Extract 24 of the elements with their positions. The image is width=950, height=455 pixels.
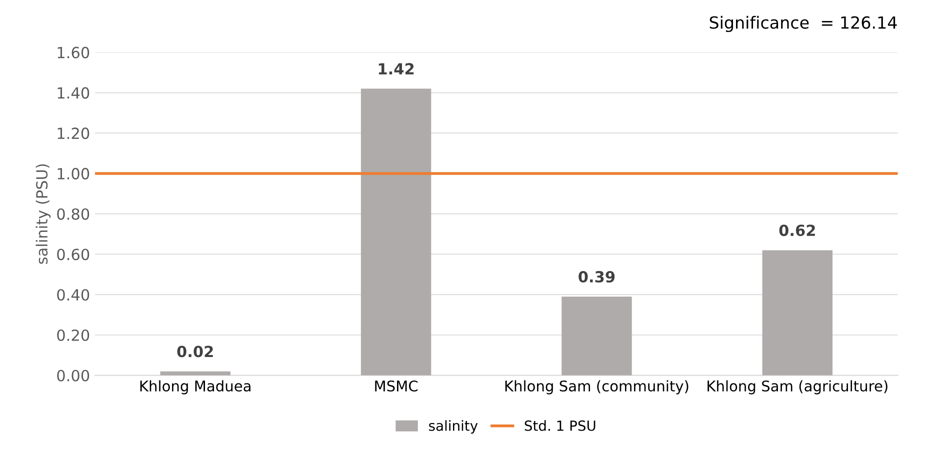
data-label: 0.62: [779, 224, 815, 236]
y-tick-label: 1.00: [58, 168, 90, 180]
x-tick-label: MSMC: [375, 380, 418, 392]
bar: [562, 296, 632, 376]
y-tick-label: 1.60: [58, 46, 90, 58]
y-tick-label: 0.40: [57, 289, 90, 301]
data-label: 0.02: [177, 346, 213, 358]
y-tick-label: 0.00: [57, 370, 90, 382]
y-axis-title: salinity (PSU): [36, 164, 51, 264]
data-label: 0.39: [578, 271, 615, 283]
bar: [360, 88, 432, 376]
y-tick-label: 0.20: [57, 329, 90, 342]
text: Significance = 126.14: [710, 16, 897, 32]
y-tick-label: 0.60: [57, 248, 90, 260]
data-label: 1.42: [378, 63, 414, 74]
x-tick-label: Khlong Maduea: [140, 380, 250, 394]
y-tick-label: 1.40: [58, 87, 90, 99]
bar: [762, 250, 833, 376]
x-tick-label: Khlong Sam (agriculture): [708, 380, 888, 394]
legend-label: salinity: [429, 420, 478, 434]
y-tick-label: 0.80: [57, 208, 90, 220]
legend-label: Std. 1 PSU: [524, 420, 596, 431]
y-tick-label: 1.20: [58, 128, 90, 140]
x-tick-label: Khlong Sam (community): [505, 380, 688, 394]
